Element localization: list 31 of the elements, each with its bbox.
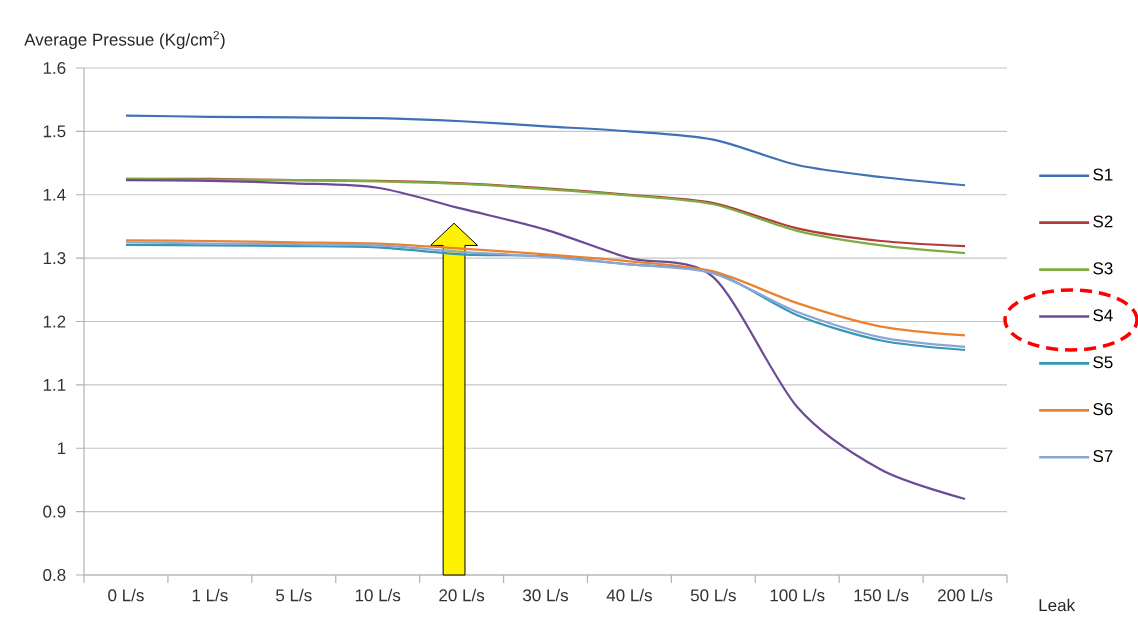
legend-label: S3 xyxy=(1093,262,1113,275)
y-tick-label: 0.9 xyxy=(43,505,66,518)
x-tick-label: 200 L/s xyxy=(938,588,993,602)
line-series xyxy=(124,114,967,187)
y-tick-label: 1 xyxy=(58,442,66,455)
x-tick-label: 10 L/s xyxy=(355,588,401,602)
y-tick-label: 1.1 xyxy=(43,379,66,391)
x-tick-label: 100 L/s xyxy=(770,588,825,602)
legend-label: S1 xyxy=(1093,168,1113,181)
x-tick-label: 30 L/s xyxy=(522,588,569,602)
y-tick-label: 0.8 xyxy=(43,568,66,582)
x-tick-label: 5 L/s xyxy=(276,588,312,602)
x-tick-label: 0 L/s xyxy=(108,588,144,602)
x-tick-label: 150 L/s xyxy=(854,588,909,602)
legend-label: S6 xyxy=(1093,403,1113,416)
legend-label: S2 xyxy=(1093,215,1113,228)
legend-label: S4 xyxy=(1093,309,1113,322)
x-tick-label: 1 L/s xyxy=(192,588,228,602)
y-tick-label: 1.5 xyxy=(43,125,66,138)
y-tick-label: 1.2 xyxy=(43,315,66,328)
line-series xyxy=(124,179,967,501)
y-tick-label: 1.6 xyxy=(43,61,66,75)
x-tick-label: 50 L/s xyxy=(690,588,736,602)
legend-label: S7 xyxy=(1093,450,1113,463)
legend-label: S5 xyxy=(1093,356,1113,369)
x-tick-label: 40 L/s xyxy=(606,588,652,602)
y-axis-title: Average Pressue (Kg/cm$^{2}$) xyxy=(24,30,225,50)
y-tick-label: 1.4 xyxy=(43,188,66,201)
x-axis-title: Leak xyxy=(1039,598,1076,612)
y-tick-label: 1.3 xyxy=(43,252,66,265)
x-tick-label: 20 L/s xyxy=(439,588,485,602)
